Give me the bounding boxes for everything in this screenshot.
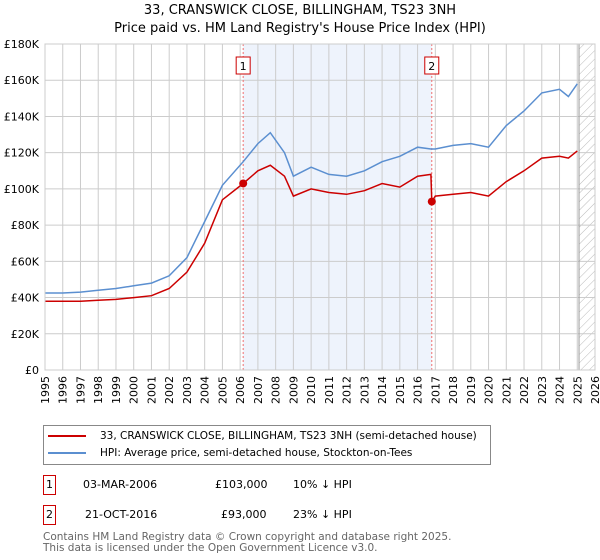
legend-hpi: HPI: Average price, semi-detached house,… [100,447,413,459]
x-tick-label: 2002 [163,376,176,404]
legend-red-line [48,435,86,437]
chart-title: 33, CRANSWICK CLOSE, BILLINGHAM, TS23 3N… [143,3,457,18]
x-tick-label: 1997 [74,376,87,404]
x-tick-label: 1995 [39,376,52,404]
y-tick-label: £140K [4,110,40,123]
x-tick-label: 2001 [145,376,158,404]
y-tick-label: £160K [4,74,40,87]
x-tick-label: 2019 [465,376,478,404]
y-tick-label: £60K [11,255,40,268]
sale-point [427,197,436,206]
x-tick-label: 2021 [500,376,513,404]
y-tick-label: £100K [4,183,40,196]
sale-badge-label: 1 [240,60,247,73]
x-tick-label: 2006 [234,376,247,404]
sale-badge-label: 2 [428,60,435,73]
x-tick-label: 2004 [199,376,212,404]
transaction-badge: 1 [43,475,56,495]
x-tick-label: 1999 [110,376,123,404]
footer-copyright: Contains HM Land Registry data © Crown c… [43,531,452,543]
x-tick-label: 2015 [394,376,407,404]
transaction-delta: 10% ↓ HPI [293,478,352,491]
x-tick-label: 2014 [376,376,389,404]
hpi-line [45,83,578,294]
x-tick-label: 2016 [412,376,425,404]
x-tick-label: 2020 [483,376,496,404]
x-tick-label: 2025 [571,376,584,404]
transaction-badge: 2 [43,505,56,525]
x-tick-label: 2007 [252,376,265,404]
forecast-hatch [579,44,595,370]
x-tick-label: 2003 [181,376,194,404]
x-tick-label: 2013 [358,376,371,404]
sale-badge-box [235,56,251,75]
x-tick-label: 2012 [341,376,354,404]
x-tick-label: 2010 [305,376,318,404]
x-tick-label: 2026 [589,376,600,404]
transaction-date: 03-MAR-2006 [83,478,158,491]
x-tick-label: 2023 [536,376,549,404]
x-tick-label: 1996 [57,376,70,404]
transaction-date: 21-OCT-2016 [85,508,158,521]
x-tick-label: 1998 [92,376,105,404]
legend: 33, CRANSWICK CLOSE, BILLINGHAM, TS23 3N… [43,425,491,465]
property-price-line [45,150,578,302]
plot-border [44,43,596,371]
y-tick-label: £80K [11,219,40,232]
transaction-row: 1 03-MAR-2006 £103,000 10% ↓ HPI [43,475,443,495]
x-tick-label: 2008 [270,376,283,404]
footer-licence: This data is licensed under the Open Gov… [43,542,378,554]
sale-period-shade [243,44,432,370]
y-tick-label: £180K [4,38,40,51]
y-tick-label: £20K [11,328,40,341]
chart-subtitle: Price paid vs. HM Land Registry's House … [114,21,486,36]
legend-blue-line [48,452,86,454]
y-tick-label: £120K [4,147,40,160]
x-tick-label: 2017 [429,376,442,404]
x-tick-label: 2022 [518,376,531,404]
x-tick-label: 2011 [323,376,336,404]
sale-point [239,179,248,188]
x-tick-label: 2018 [447,376,460,404]
x-tick-label: 2005 [216,376,229,404]
y-tick-label: £0 [25,364,39,377]
transaction-price: £93,000 [221,508,267,521]
transaction-price: £103,000 [215,478,268,491]
x-tick-label: 2024 [554,376,567,404]
x-tick-label: 2009 [287,376,300,404]
x-tick-label: 2000 [128,376,141,404]
footer: Contains HM Land Registry data © Crown c… [43,532,451,554]
transaction-delta: 23% ↓ HPI [293,508,352,521]
y-tick-label: £40K [11,292,40,305]
transaction-row: 2 21-OCT-2016 £93,000 23% ↓ HPI [43,505,443,525]
price-chart: 1995 1996 1997 1998 1999 2000 2001 2002 2003 2004… [4,38,600,404]
legend-property: 33, CRANSWICK CLOSE, BILLINGHAM, TS23 3N… [100,430,477,442]
sale-badge-box [424,56,440,75]
